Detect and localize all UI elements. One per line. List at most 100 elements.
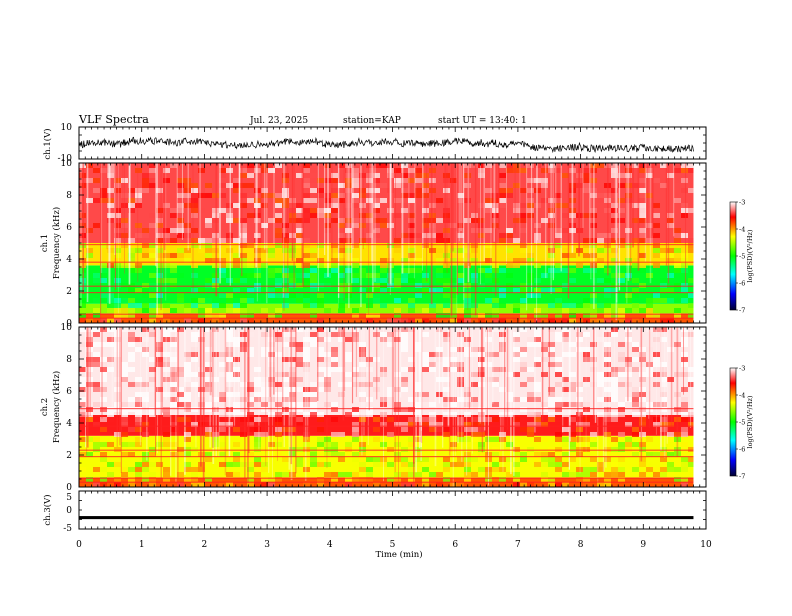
spectrogram-cell — [422, 183, 429, 188]
spectrogram-cell — [233, 283, 240, 288]
spectrogram-cell — [191, 347, 198, 352]
spectrogram-cell — [408, 278, 415, 283]
spectrogram-cell — [387, 477, 394, 482]
spectrogram-cell — [247, 198, 254, 203]
spectrogram-cell — [128, 263, 135, 268]
spectrogram-cell — [569, 352, 576, 357]
spectrogram-cell — [450, 482, 457, 487]
spectrogram-cell — [100, 417, 107, 422]
spectrogram-streak — [493, 163, 495, 242]
spectrogram-streak — [391, 327, 394, 422]
spectrogram-streak — [327, 163, 329, 277]
spectrogram-cell — [380, 288, 387, 293]
spectrogram-streak — [640, 327, 643, 439]
spectrogram-cell — [289, 337, 296, 342]
spectrogram-cell — [618, 198, 625, 203]
spectrogram-cell — [541, 198, 548, 203]
spectrogram-cell — [128, 283, 135, 288]
spectrogram-cell — [450, 462, 457, 467]
spectrogram-cell — [163, 268, 170, 273]
spectrogram-cell — [100, 327, 107, 332]
spectrogram-cell — [653, 467, 660, 472]
spectrogram-cell — [275, 412, 282, 417]
spectrogram-streak — [389, 163, 392, 284]
colorbar-tick-label: -3 — [739, 199, 745, 207]
spectrogram-cell — [394, 298, 401, 303]
spectrogram-cell — [233, 472, 240, 477]
spectrogram-cell — [688, 313, 694, 318]
spectrogram-cell — [324, 452, 331, 457]
spectrogram-cell — [177, 402, 184, 407]
spectrogram-cell — [114, 352, 121, 357]
spectrogram-cell — [590, 472, 597, 477]
spectrogram-cell — [93, 362, 100, 367]
spectrogram-streak — [374, 163, 376, 282]
spectrogram-cell — [282, 357, 289, 362]
spectrogram-cell — [590, 313, 597, 318]
spectrogram-cell — [352, 427, 359, 432]
spectrogram-cell — [408, 422, 415, 427]
spectrogram-cell — [688, 168, 694, 173]
spectrogram-streak — [283, 163, 286, 238]
spectrogram-cell — [261, 347, 268, 352]
spectrogram-line — [79, 285, 694, 287]
spectrogram-cell — [366, 467, 373, 472]
spectrogram-streak — [376, 327, 378, 400]
spectrogram-cell — [408, 377, 415, 382]
spectrogram-streak — [581, 163, 583, 229]
spectrogram-cell — [597, 263, 604, 268]
ch1-colorbar-label: log(PSD)(V²/Hz) — [746, 229, 754, 282]
spectrogram-streak — [608, 327, 611, 413]
spectrogram-streak — [408, 163, 410, 274]
spectrogram-cell — [191, 283, 198, 288]
spectrogram-cell — [401, 327, 408, 332]
spectrogram-cell — [548, 347, 555, 352]
spectrogram-cell — [485, 258, 492, 263]
spectrogram-cell — [205, 298, 212, 303]
spectrogram-cell — [646, 203, 653, 208]
spectrogram-cell — [317, 367, 324, 372]
spectrogram-cell — [415, 168, 422, 173]
spectrogram-cell — [79, 288, 86, 293]
spectrogram-cell — [275, 442, 282, 447]
spectrogram-cell — [338, 198, 345, 203]
spectrogram-cell — [359, 288, 366, 293]
spectrogram-cell — [667, 298, 674, 303]
spectrogram-cell — [639, 412, 646, 417]
spectrogram-cell — [485, 208, 492, 213]
y-tick-label: 8 — [66, 191, 72, 201]
spectrogram-streak — [632, 163, 634, 248]
spectrogram-cell — [681, 397, 688, 402]
spectrogram-cell — [527, 367, 534, 372]
spectrogram-streak — [288, 327, 291, 470]
spectrogram-cell — [667, 248, 674, 253]
spectrogram-cell — [114, 253, 121, 258]
spectrogram-cell — [114, 263, 121, 268]
spectrogram-cell — [457, 457, 464, 462]
spectrogram-cell — [310, 278, 317, 283]
spectrogram-cell — [394, 337, 401, 342]
time-tick-label: 7 — [515, 540, 521, 550]
spectrogram-streak — [390, 163, 393, 287]
spectrogram-cell — [149, 183, 156, 188]
spectrogram-cell — [191, 467, 198, 472]
spectrogram-cell — [352, 258, 359, 263]
spectrogram-cell — [639, 178, 646, 183]
spectrogram-cell — [625, 372, 632, 377]
spectrogram-cell — [121, 298, 128, 303]
spectrogram-cell — [114, 342, 121, 347]
spectrogram-cell — [562, 377, 569, 382]
spectrogram-streak — [218, 327, 220, 457]
spectrogram-cell — [149, 273, 156, 278]
spectrogram-cell — [639, 193, 646, 198]
spectrogram-cell — [338, 218, 345, 223]
spectrogram-streak — [536, 163, 538, 241]
spectrogram-cell — [135, 467, 142, 472]
spectrogram-cell — [548, 208, 555, 213]
spectrogram-cell — [191, 447, 198, 452]
spectrogram-cell — [156, 253, 163, 258]
spectrogram-cell — [86, 342, 93, 347]
spectrogram-cell — [338, 308, 345, 313]
spectrogram-cell — [513, 258, 520, 263]
spectrogram-cell — [366, 457, 373, 462]
